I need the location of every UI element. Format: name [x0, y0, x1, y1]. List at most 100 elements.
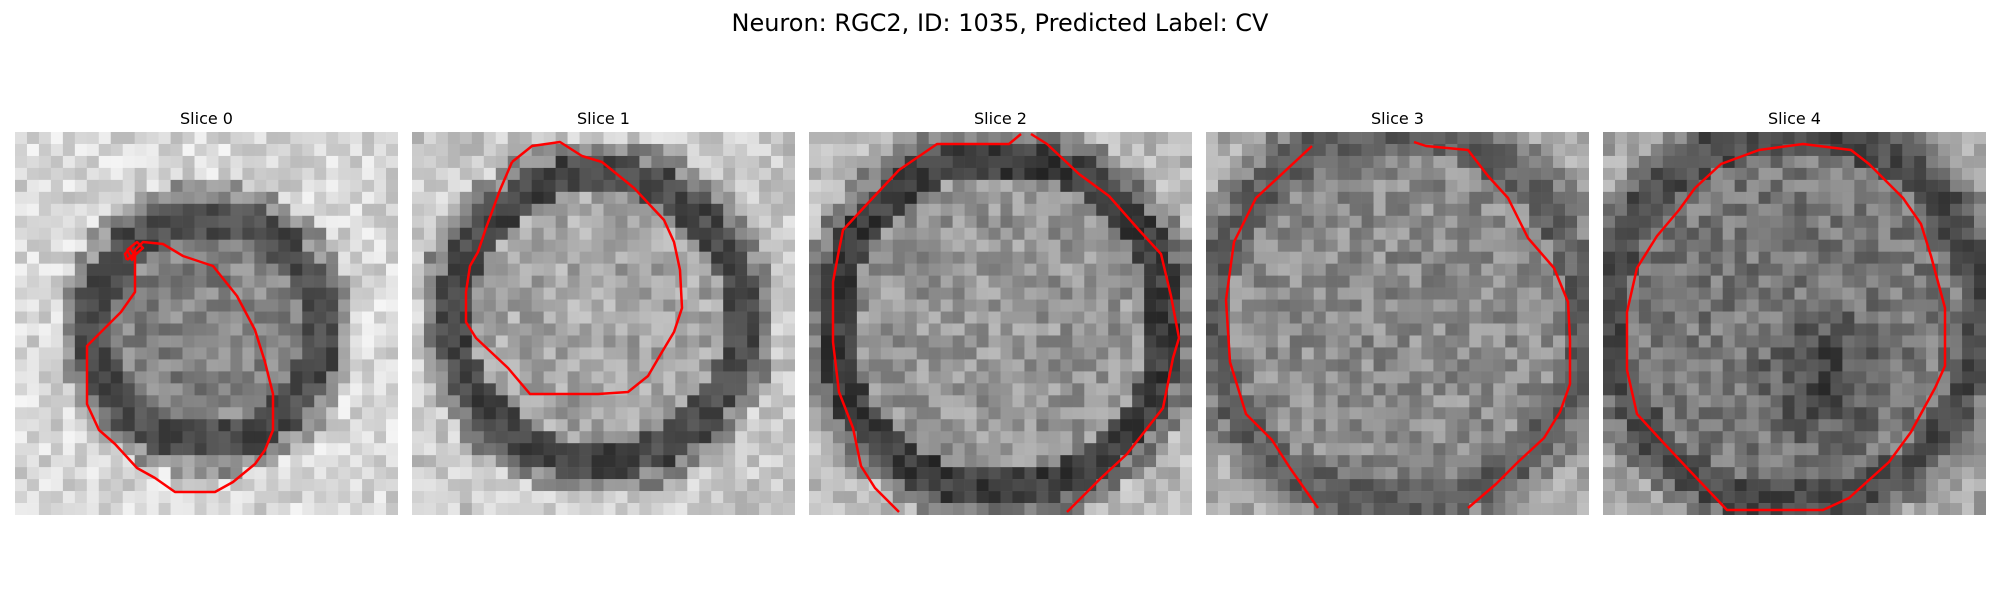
image-pixel	[1902, 419, 1915, 432]
image-pixel	[555, 155, 568, 169]
image-pixel	[675, 167, 688, 181]
image-pixel	[1878, 227, 1891, 241]
image-pixel	[1758, 431, 1771, 444]
image-pixel	[483, 443, 497, 456]
image-pixel	[158, 132, 171, 145]
image-pixel	[687, 347, 700, 360]
image-pixel	[759, 251, 772, 264]
image-pixel	[1517, 263, 1530, 276]
image-pixel	[1048, 455, 1061, 468]
image-pixel	[1421, 203, 1434, 217]
image-pixel	[1433, 503, 1446, 515]
image-pixel	[1505, 215, 1518, 229]
image-pixel	[1698, 311, 1712, 324]
image-pixel	[747, 179, 760, 193]
image-pixel	[711, 287, 724, 300]
image-pixel	[1565, 263, 1578, 276]
image-pixel	[230, 371, 243, 384]
image-pixel	[1794, 143, 1807, 157]
image-pixel	[1253, 491, 1267, 504]
image-pixel	[1289, 431, 1303, 444]
image-pixel	[964, 431, 977, 444]
image-pixel	[615, 359, 628, 372]
image-pixel	[747, 239, 760, 252]
image-pixel	[1024, 371, 1037, 384]
image-pixel	[687, 132, 700, 145]
image-pixel	[1782, 323, 1795, 336]
image-pixel	[122, 227, 135, 241]
image-pixel	[1565, 191, 1578, 205]
image-pixel	[1385, 167, 1398, 181]
image-pixel	[1830, 335, 1843, 348]
image-pixel	[809, 299, 822, 312]
image-pixel	[1818, 191, 1831, 205]
image-pixel	[1493, 443, 1506, 456]
image-pixel	[26, 191, 40, 205]
image-pixel	[1565, 155, 1578, 169]
image-pixel	[567, 503, 580, 515]
image-pixel	[1120, 155, 1133, 169]
image-pixel	[1650, 371, 1664, 384]
image-pixel	[26, 395, 40, 408]
image-pixel	[1614, 299, 1628, 312]
image-pixel	[627, 335, 640, 348]
image-pixel	[1096, 395, 1109, 408]
image-pixel	[1265, 203, 1279, 217]
image-pixel	[74, 479, 88, 492]
image-pixel	[1000, 503, 1013, 515]
image-pixel	[194, 407, 207, 420]
image-pixel	[1337, 335, 1350, 348]
image-pixel	[603, 407, 616, 420]
image-pixel	[1541, 155, 1554, 169]
image-pixel	[1349, 395, 1362, 408]
image-pixel	[1469, 323, 1482, 336]
image-pixel	[483, 431, 497, 444]
image-pixel	[964, 263, 977, 276]
image-pixel	[687, 455, 700, 468]
image-pixel	[1349, 203, 1362, 217]
image-pixel	[1553, 491, 1566, 504]
image-pixel	[1301, 239, 1315, 252]
image-pixel	[15, 395, 28, 408]
image-pixel	[1156, 455, 1169, 468]
image-pixel	[1481, 431, 1494, 444]
image-pixel	[699, 132, 712, 145]
image-pixel	[302, 191, 315, 205]
image-pixel	[1818, 287, 1831, 300]
image-pixel	[591, 431, 604, 444]
image-pixel	[170, 215, 183, 229]
image-pixel	[1505, 132, 1518, 145]
image-pixel	[98, 479, 112, 492]
image-pixel	[435, 323, 449, 336]
image-pixel	[1120, 335, 1133, 348]
image-pixel	[1746, 155, 1759, 169]
image-pixel	[1577, 395, 1589, 408]
image-pixel	[928, 479, 941, 492]
image-pixel	[459, 239, 473, 252]
image-pixel	[447, 263, 461, 276]
image-pixel	[579, 287, 592, 300]
image-pixel	[627, 239, 640, 252]
image-pixel	[1890, 275, 1903, 288]
image-pixel	[856, 503, 870, 515]
image-pixel	[362, 299, 375, 312]
image-pixel	[1229, 479, 1243, 492]
image-pixel	[1890, 155, 1903, 169]
image-pixel	[1782, 359, 1795, 372]
image-pixel	[1229, 431, 1243, 444]
image-pixel	[1603, 299, 1616, 312]
image-pixel	[519, 155, 532, 169]
image-pixel	[1878, 347, 1891, 360]
image-pixel	[1120, 323, 1133, 336]
image-pixel	[1289, 215, 1303, 229]
image-pixel	[1024, 132, 1037, 145]
image-pixel	[1060, 479, 1073, 492]
image-pixel	[1385, 215, 1398, 229]
image-pixel	[1493, 215, 1506, 229]
image-pixel	[1481, 419, 1494, 432]
image-pixel	[1433, 347, 1446, 360]
image-pixel	[868, 419, 882, 432]
image-pixel	[1505, 143, 1518, 157]
image-pixel	[1626, 239, 1640, 252]
image-pixel	[146, 299, 159, 312]
